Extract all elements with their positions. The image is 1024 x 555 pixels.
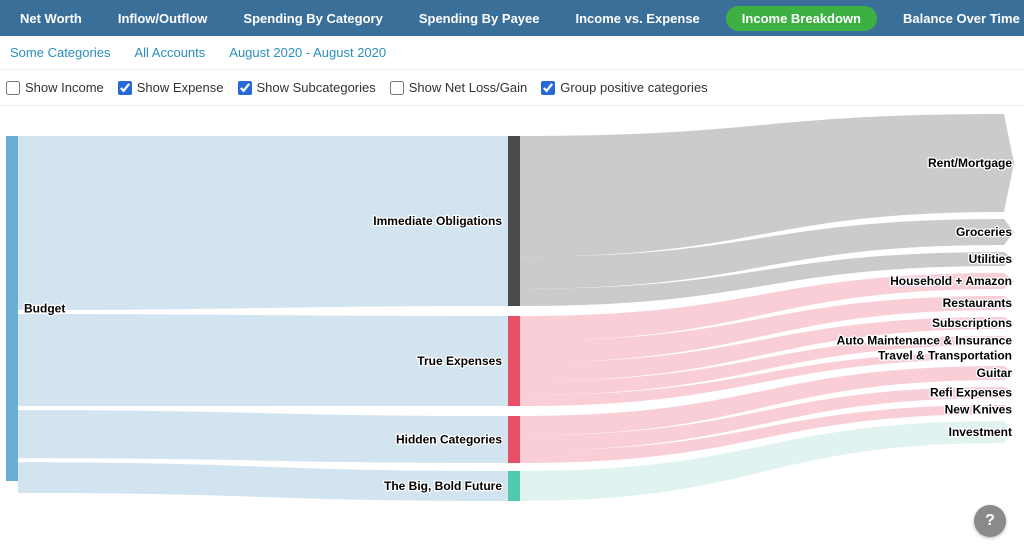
options-bar: Show Income Show Expense Show Subcategor… [0,70,1024,106]
label-budget: Budget [24,302,65,316]
label-guitar: Guitar [977,366,1013,380]
checkbox-show-income[interactable] [6,81,20,95]
checkbox-show-subcategories[interactable] [238,81,252,95]
filter-categories[interactable]: Some Categories [10,45,110,60]
option-show-expense[interactable]: Show Expense [118,80,224,95]
option-show-income[interactable]: Show Income [6,80,104,95]
label-immediate: Immediate Obligations [373,214,502,228]
checkbox-show-net[interactable] [390,81,404,95]
tab-income-vs-expense[interactable]: Income vs. Expense [566,7,710,30]
label-utilities: Utilities [969,252,1013,266]
label-knives: New Knives [945,403,1013,417]
help-icon: ? [985,512,995,530]
filter-daterange[interactable]: August 2020 - August 2020 [229,45,386,60]
tab-inflow-outflow[interactable]: Inflow/Outflow [108,7,218,30]
label-show-expense: Show Expense [137,80,224,95]
node-budget[interactable] [6,136,18,481]
node-hidden[interactable] [508,416,520,463]
node-immediate[interactable] [508,136,520,306]
option-group-positive[interactable]: Group positive categories [541,80,707,95]
option-show-net[interactable]: Show Net Loss/Gain [390,80,528,95]
tab-income-breakdown[interactable]: Income Breakdown [726,6,877,31]
sankey-chart: Budget Immediate Obligations True Expenses… [0,106,1024,555]
node-true_exp[interactable] [508,316,520,406]
label-hidden: Hidden Categories [396,433,502,447]
label-household: Household + Amazon [890,274,1012,288]
checkbox-show-expense[interactable] [118,81,132,95]
label-rent: Rent/Mortgage [928,156,1012,170]
label-auto: Auto Maintenance & Insurance [837,334,1013,348]
tab-spending-category[interactable]: Spending By Category [233,7,392,30]
label-travel: Travel & Transportation [878,349,1012,363]
label-show-net: Show Net Loss/Gain [409,80,528,95]
tab-net-worth[interactable]: Net Worth [10,7,92,30]
filter-bar: Some Categories All Accounts August 2020… [0,36,1024,70]
label-subs: Subscriptions [932,316,1012,330]
node-future[interactable] [508,471,520,501]
label-investment: Investment [949,425,1012,439]
option-show-subcategories[interactable]: Show Subcategories [238,80,376,95]
label-groceries: Groceries [956,225,1012,239]
label-show-subcategories: Show Subcategories [257,80,376,95]
label-show-income: Show Income [25,80,104,95]
tab-spending-payee[interactable]: Spending By Payee [409,7,550,30]
report-tabs: Net Worth Inflow/Outflow Spending By Cat… [0,0,1024,36]
label-group-positive: Group positive categories [560,80,707,95]
filter-accounts[interactable]: All Accounts [134,45,205,60]
label-future: The Big, Bold Future [384,479,502,493]
help-button[interactable]: ? [974,505,1006,537]
tab-balance-over-time[interactable]: Balance Over Time [893,7,1024,30]
label-restaurants: Restaurants [943,296,1013,310]
label-true_exp: True Expenses [417,354,502,368]
label-refi: Refi Expenses [930,386,1012,400]
checkbox-group-positive[interactable] [541,81,555,95]
